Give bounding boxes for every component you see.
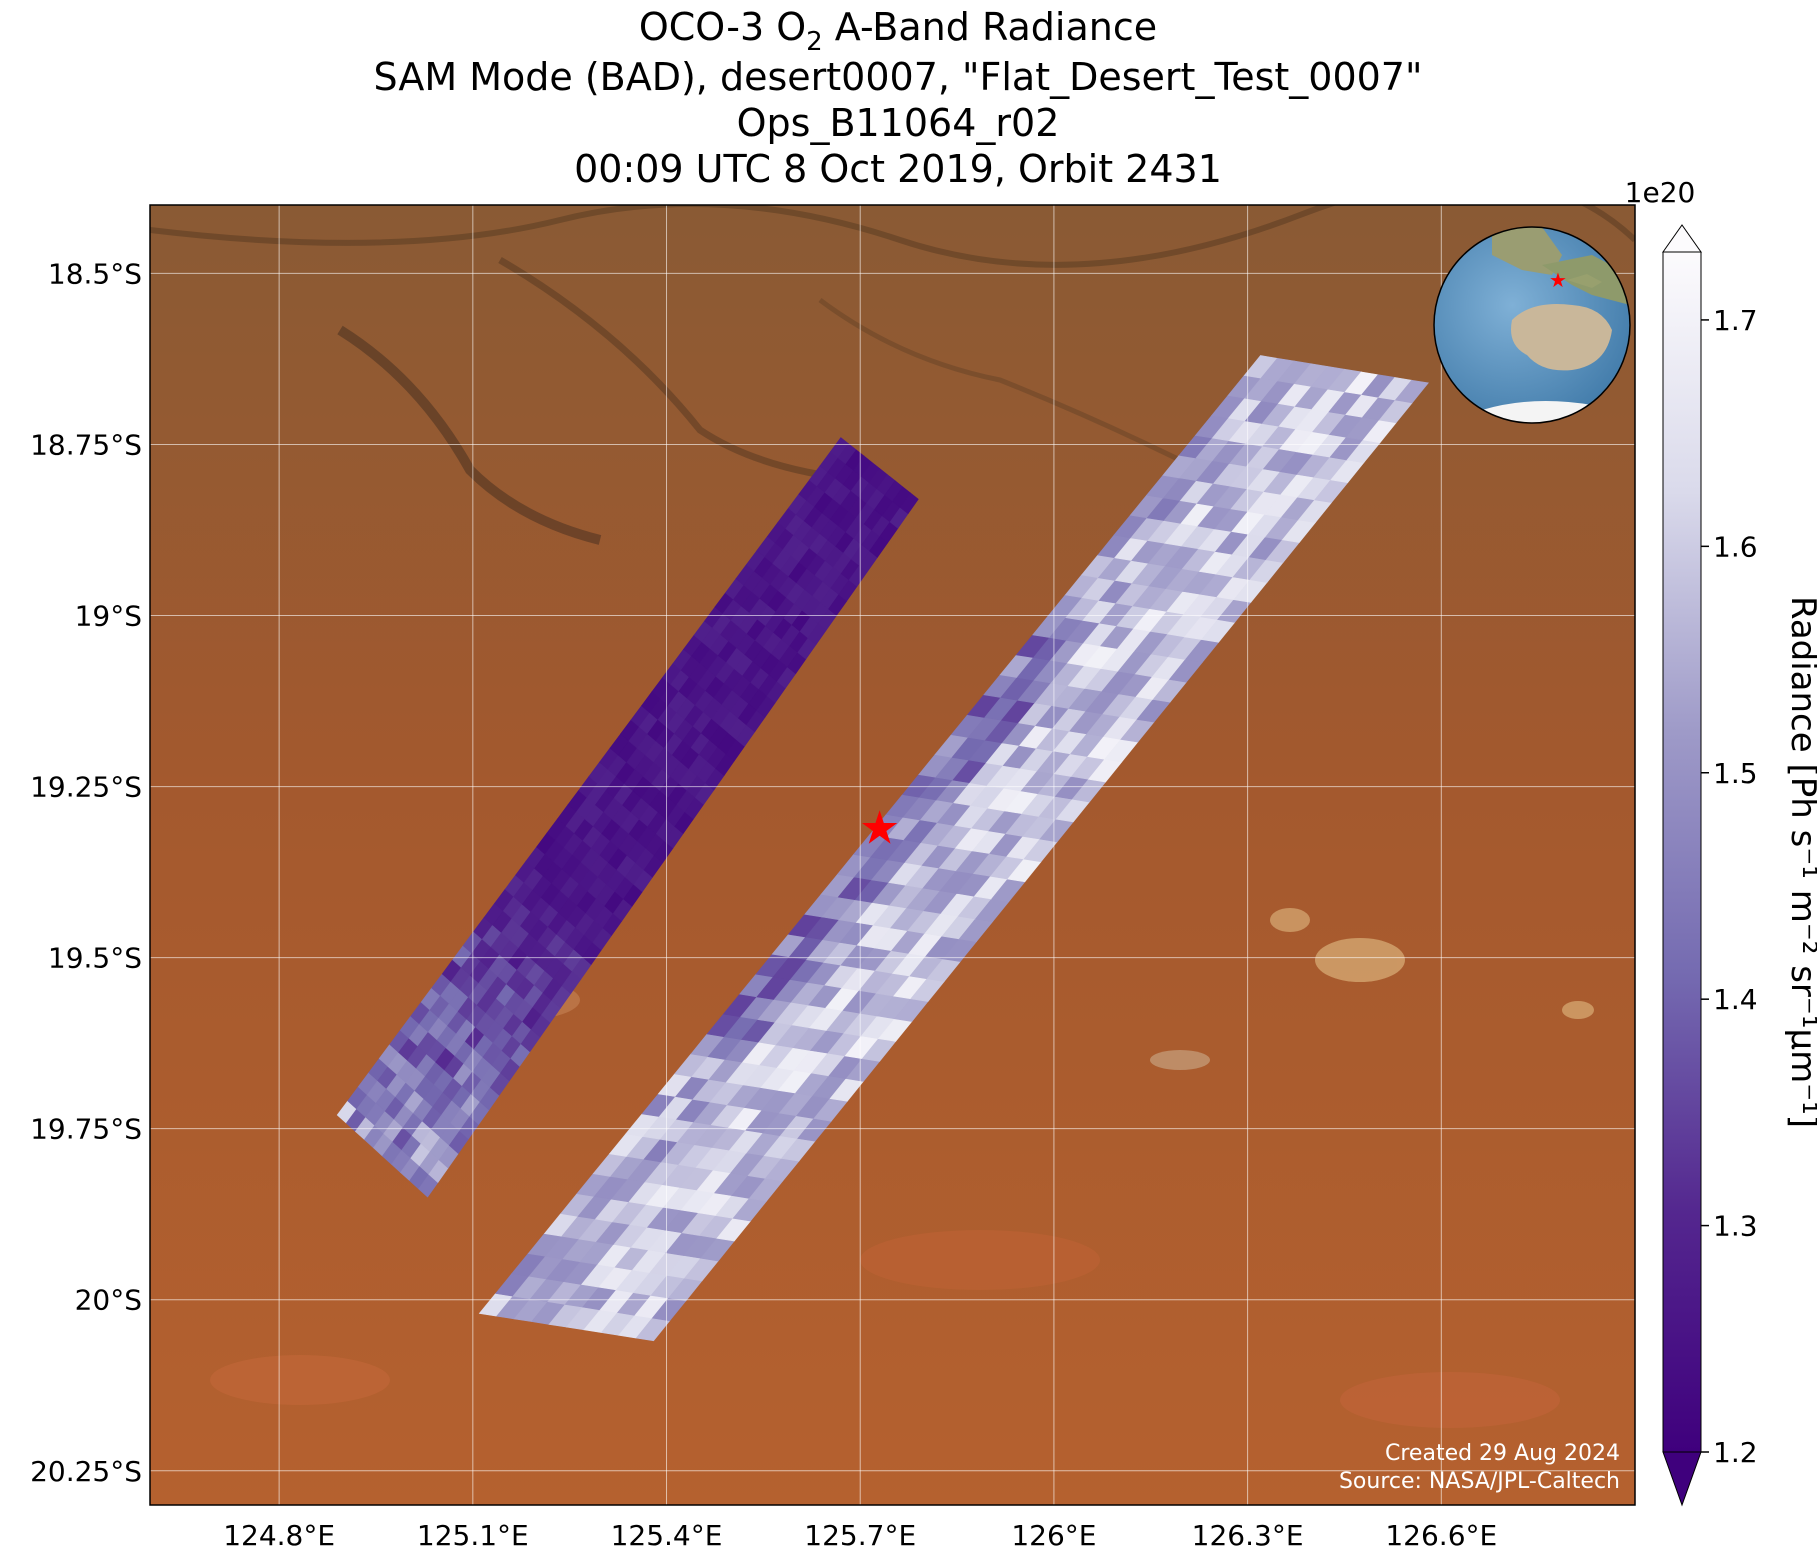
lat-tick-label: 20.25°S — [30, 1455, 142, 1488]
colorbar-tick-label: 1.4 — [1713, 983, 1758, 1016]
lat-tick-label: 19°S — [75, 600, 142, 633]
map-frame — [149, 204, 1636, 1506]
longitude-tick-labels: 124.8°E 125.1°E 125.4°E 125.7°E 126°E 126.3°E… — [223, 1519, 1497, 1552]
colorbar-exponent: 1e20 — [1625, 176, 1696, 209]
lon-tick-label: 126°E — [1011, 1519, 1096, 1552]
swath-cell — [899, 492, 919, 515]
colorbar: 1e20 1.2 1.3 1.4 1.5 1.6 1.7 Radiance [Ph s⁻¹… — [1625, 176, 1817, 1507]
colorbar-tick-label: 1.7 — [1713, 304, 1758, 337]
lon-tick-label: 126.6°E — [1385, 1519, 1497, 1552]
colorbar-ticks: 1.2 1.3 1.4 1.5 1.6 1.7 — [1701, 304, 1758, 1469]
colorbar-label: Radiance [Ph s⁻¹ m⁻² sr⁻¹μm⁻¹] — [1783, 596, 1817, 1128]
swath-cell — [1394, 379, 1429, 404]
lon-tick-label: 125.4°E — [611, 1519, 723, 1552]
lon-tick-label: 125.1°E — [417, 1519, 529, 1552]
title-line-1: OCO-3 O2 A-Band Radiance — [639, 5, 1157, 57]
lon-tick-label: 124.8°E — [223, 1519, 335, 1552]
title-line-2: SAM Mode (BAD), desert0007, "Flat_Desert… — [374, 55, 1423, 99]
inset-globe: ★ — [1433, 226, 1631, 424]
star-icon: ★ — [1549, 268, 1567, 292]
colorbar-bar — [1662, 251, 1702, 1453]
title-line-4: 00:09 UTC 8 Oct 2019, Orbit 2431 — [574, 147, 1222, 191]
swath-1 — [336, 437, 919, 1198]
lat-tick-label: 19.75°S — [30, 1113, 142, 1146]
colorbar-tick-label: 1.3 — [1713, 1210, 1758, 1243]
colorbar-tick-label: 1.5 — [1713, 757, 1758, 790]
swath-2 — [478, 355, 1429, 1342]
colorbar-extend-min — [1662, 1451, 1702, 1507]
colorbar-extend-max — [1662, 224, 1702, 253]
graticule — [150, 205, 1635, 1505]
lat-tick-label: 19.25°S — [30, 771, 142, 804]
colorbar-tick-label: 1.2 — [1713, 1436, 1758, 1469]
map-panel: ★ Created 29 Aug 2024 Source: NASA/JPL-C… — [30, 204, 1636, 1552]
lat-tick-label: 18.5°S — [48, 257, 142, 290]
latitude-tick-labels: 18.5°S 18.75°S 19°S 19.25°S 19.5°S 19.75°S 20°… — [30, 257, 142, 1487]
figure-title: OCO-3 O2 A-Band Radiance SAM Mode (BAD),… — [374, 5, 1423, 191]
colorbar-tick-label: 1.6 — [1713, 530, 1758, 563]
lon-tick-label: 125.7°E — [804, 1519, 916, 1552]
lat-tick-label: 20°S — [75, 1284, 142, 1317]
target-star-icon: ★ — [859, 801, 900, 855]
credit-source: Source: NASA/JPL-Caltech — [1339, 1469, 1620, 1494]
lat-tick-label: 18.75°S — [30, 428, 142, 461]
title-line-3: Ops_B11064_r02 — [737, 101, 1060, 145]
radiance-swaths — [336, 355, 1429, 1342]
lon-tick-label: 126.3°E — [1192, 1519, 1304, 1552]
credit-created: Created 29 Aug 2024 — [1385, 1441, 1620, 1466]
lat-tick-label: 19.5°S — [48, 942, 142, 975]
target-marker-layer: ★ — [859, 801, 900, 855]
